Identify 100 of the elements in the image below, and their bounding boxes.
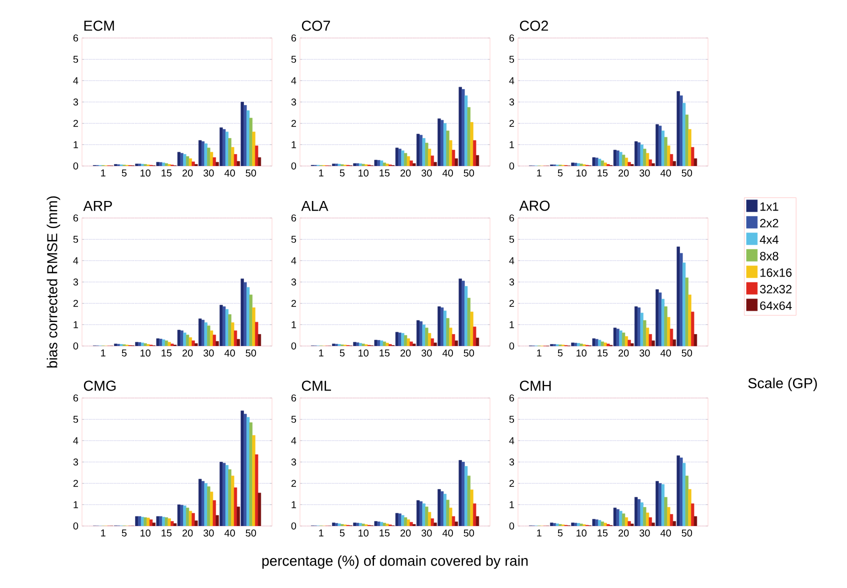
y-tick-label: 1 xyxy=(292,141,296,148)
y-tick-label: 6 xyxy=(291,34,296,42)
x-tick-label: 5 xyxy=(340,170,345,176)
x-tick-label: 20 xyxy=(400,170,411,177)
x-tick-label: 30 xyxy=(204,530,214,537)
x-tick-label: 50 xyxy=(682,170,692,177)
x-tick-label: 1 xyxy=(537,170,542,176)
legend-label: 4x4 xyxy=(760,235,778,244)
y-tick-label: 4 xyxy=(509,437,514,444)
y-tick-label: 5 xyxy=(73,416,78,423)
y-tick-label: 4 xyxy=(291,77,296,84)
chart-title: ALA xyxy=(301,200,328,211)
y-tick-label: 6 xyxy=(291,394,296,402)
y-tick-label: 1 xyxy=(292,321,296,328)
x-tick-label: 40 xyxy=(224,350,235,357)
x-tick-label: 15 xyxy=(380,530,390,536)
y-tick-label: 0 xyxy=(291,342,296,350)
y-tick-label: 3 xyxy=(73,98,78,106)
x-tick-label: 15 xyxy=(380,170,390,176)
y-tick-label: 1 xyxy=(510,501,514,508)
y-tick-label: 2 xyxy=(291,480,296,487)
y-tick-label: 2 xyxy=(509,480,514,487)
x-tick-label: 15 xyxy=(598,170,608,176)
chart-title: CML xyxy=(302,380,332,391)
legend-label: 2x2 xyxy=(760,218,778,228)
chart-title: ARO xyxy=(519,200,550,211)
x-tick-label: 10 xyxy=(358,170,368,177)
x-tick-label: 40 xyxy=(660,170,671,177)
x-tick-label: 15 xyxy=(162,170,172,176)
y-tick-label: 5 xyxy=(509,236,514,243)
x-tick-label: 30 xyxy=(422,350,432,357)
y-tick-label: 4 xyxy=(509,77,514,84)
y-tick-label: 6 xyxy=(509,214,514,222)
x-tick-label: 50 xyxy=(464,170,474,177)
x-tick-label: 30 xyxy=(640,530,650,537)
y-tick-label: 3 xyxy=(291,278,296,286)
x-tick-label: 50 xyxy=(464,350,474,357)
y-tick-label: 4 xyxy=(291,437,296,444)
y-tick-label: 5 xyxy=(509,416,514,423)
x-tick-label: 1 xyxy=(101,350,106,356)
y-tick-label: 0 xyxy=(509,342,514,350)
y-tick-label: 0 xyxy=(509,162,514,170)
x-tick-label: 30 xyxy=(204,350,214,357)
y-axis-title: bias corrected RMSE (mm) xyxy=(46,196,60,368)
y-tick-label: 0 xyxy=(291,162,296,170)
x-tick-label: 1 xyxy=(537,350,542,356)
x-tick-label: 15 xyxy=(162,350,172,356)
x-tick-label: 30 xyxy=(640,350,650,357)
y-tick-label: 5 xyxy=(291,236,296,243)
x-tick-label: 15 xyxy=(598,530,608,536)
y-tick-label: 5 xyxy=(291,416,296,423)
x-tick-label: 30 xyxy=(422,530,432,537)
x-tick-label: 10 xyxy=(140,350,150,357)
y-tick-label: 3 xyxy=(509,458,514,466)
y-tick-label: 6 xyxy=(291,214,296,222)
y-tick-label: 2 xyxy=(291,300,296,307)
chart-title: CMH xyxy=(520,380,551,391)
y-tick-label: 3 xyxy=(73,458,78,466)
legend-label: 16x16 xyxy=(760,268,792,277)
y-tick-label: 1 xyxy=(74,501,78,508)
legend-label: 32x32 xyxy=(760,284,792,294)
y-tick-label: 2 xyxy=(73,300,78,307)
x-tick-label: 40 xyxy=(660,350,671,357)
x-tick-label: 5 xyxy=(340,530,345,536)
y-tick-label: 3 xyxy=(291,458,296,466)
x-tick-label: 50 xyxy=(246,350,256,357)
y-tick-label: 5 xyxy=(73,56,78,63)
x-tick-label: 1 xyxy=(319,350,324,356)
x-tick-label: 5 xyxy=(558,530,563,536)
y-tick-label: 4 xyxy=(73,257,78,264)
chart-title: ECM xyxy=(84,20,114,31)
chart-title: CO7 xyxy=(302,20,330,31)
y-tick-label: 1 xyxy=(292,501,296,508)
y-tick-label: 1 xyxy=(510,141,514,148)
legend-label: 64x64 xyxy=(760,301,792,310)
legend-label: 1x1 xyxy=(760,202,778,211)
x-tick-label: 40 xyxy=(224,170,235,177)
x-tick-label: 10 xyxy=(358,530,368,537)
x-tick-label: 15 xyxy=(380,350,390,356)
x-tick-label: 1 xyxy=(319,170,324,176)
x-tick-label: 50 xyxy=(682,350,692,357)
x-tick-label: 15 xyxy=(598,350,608,356)
x-tick-label: 20 xyxy=(182,350,193,357)
x-tick-label: 30 xyxy=(422,170,432,177)
x-tick-label: 10 xyxy=(358,350,368,357)
y-tick-label: 0 xyxy=(73,162,78,170)
x-tick-label: 5 xyxy=(122,170,127,176)
y-tick-label: 2 xyxy=(509,300,514,307)
x-tick-label: 10 xyxy=(576,530,586,537)
chart-title: CO2 xyxy=(520,20,548,31)
chart-title: ARP xyxy=(83,200,112,211)
x-tick-label: 40 xyxy=(442,170,453,177)
y-tick-label: 2 xyxy=(73,120,78,127)
x-tick-label: 10 xyxy=(576,170,586,177)
y-tick-label: 5 xyxy=(509,56,514,63)
x-tick-label: 40 xyxy=(224,530,235,537)
y-tick-label: 2 xyxy=(291,120,296,127)
x-tick-label: 1 xyxy=(537,530,542,536)
x-tick-label: 30 xyxy=(640,170,650,177)
y-tick-label: 3 xyxy=(73,278,78,286)
